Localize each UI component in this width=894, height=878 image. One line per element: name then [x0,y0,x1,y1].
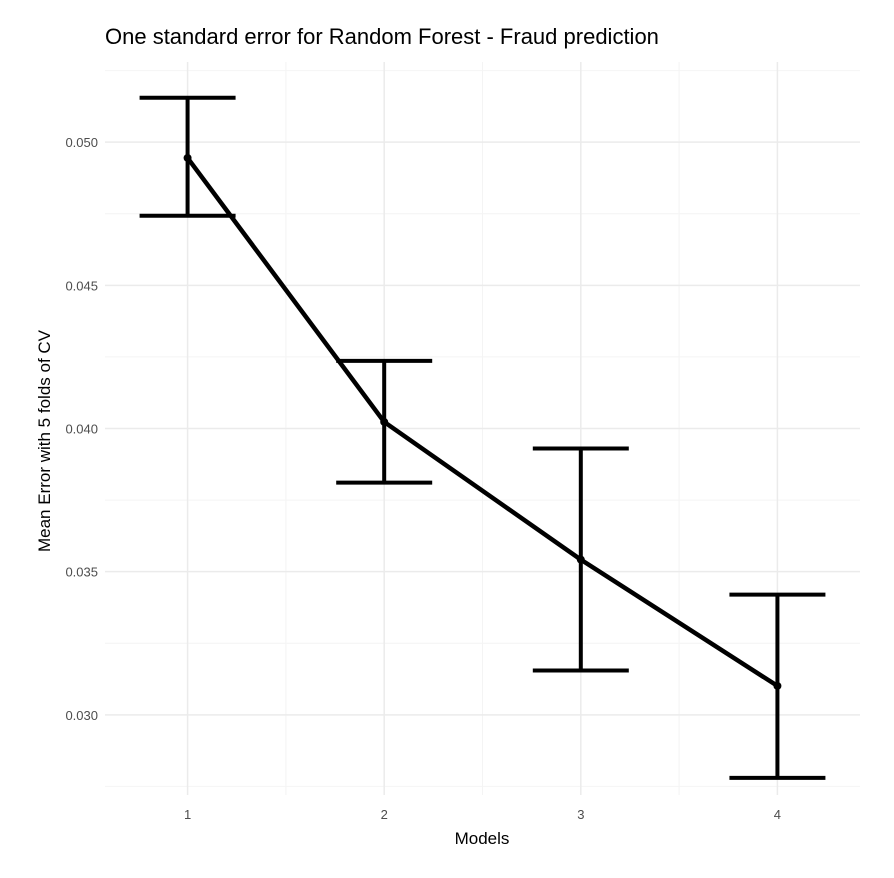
x-axis-ticks: 1 2 3 4 [184,807,781,822]
data-point [773,681,782,690]
y-tick-label: 0.045 [65,278,98,293]
x-tick-label: 2 [381,807,388,822]
x-axis-title: Models [455,829,510,848]
x-tick-label: 4 [774,807,781,822]
y-tick-label: 0.035 [65,565,98,580]
series-line [185,156,779,688]
x-tick-label: 3 [577,807,584,822]
grid [105,62,860,795]
y-tick-label: 0.050 [65,135,98,150]
y-tick-label: 0.030 [65,708,98,723]
chart-title: One standard error for Random Forest - F… [105,24,659,49]
data-points [183,153,782,690]
data-point [380,417,389,426]
y-tick-label: 0.040 [65,422,98,437]
y-axis-title: Mean Error with 5 folds of CV [35,329,54,552]
x-tick-label: 1 [184,807,191,822]
data-point [183,153,192,162]
y-axis-ticks: 0.030 0.035 0.040 0.045 0.050 [65,135,98,723]
data-point [576,555,585,564]
